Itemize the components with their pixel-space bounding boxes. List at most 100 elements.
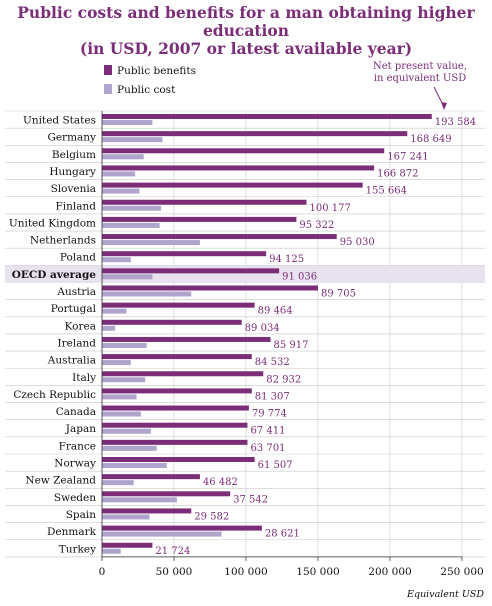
net-value-label-spain: 29 582 [194, 511, 229, 522]
category-label-austria: Austria [56, 286, 96, 298]
net-value-label-korea: 89 034 [245, 323, 280, 334]
bar-public-benefits-norway [102, 457, 255, 462]
annotation-line-2: in equivalent USD [374, 73, 466, 84]
bar-public-benefits-australia [102, 354, 252, 360]
bar-public-benefits-sweden [102, 491, 231, 497]
bar-public-cost-denmark [102, 531, 222, 537]
bar-public-cost-slovenia [102, 188, 140, 194]
bar-public-benefits-poland [102, 251, 267, 257]
category-label-denmark: Denmark [47, 526, 97, 538]
legend: Public benefits Public cost [104, 65, 196, 96]
chart-title-line-1: Public costs and benefits for a man obta… [17, 3, 475, 40]
x-tick-label: 50 000 [156, 566, 193, 578]
bar-public-cost-turkey [102, 548, 121, 554]
legend-swatch-public-benefits [104, 65, 112, 75]
legend-label-public-benefits: Public benefits [117, 65, 196, 77]
bar-public-cost-oecd-average [102, 274, 153, 280]
bar-public-cost-portugal [102, 308, 127, 314]
bar-public-benefits-hungary [102, 165, 375, 171]
category-label-new-zealand: New Zealand [25, 475, 96, 487]
bar-public-cost-poland [102, 257, 131, 263]
category-label-united-kingdom: United Kingdom [9, 217, 96, 229]
category-label-canada: Canada [56, 406, 96, 418]
category-label-finland: Finland [55, 200, 96, 212]
net-value-label-denmark: 28 621 [265, 529, 300, 540]
bar-public-benefits-france [102, 439, 248, 445]
category-label-united-states: United States [23, 115, 96, 127]
bar-public-benefits-czech-republic [102, 388, 252, 394]
net-value-label-germany: 168 649 [410, 134, 451, 145]
category-label-norway: Norway [54, 458, 96, 470]
net-value-label-united-states: 193 584 [435, 117, 476, 128]
category-label-hungary: Hungary [49, 166, 96, 178]
bars [102, 114, 432, 554]
bar-public-benefits-spain [102, 508, 192, 514]
chart-title-line-2: (in USD, 2007 or latest available year) [79, 39, 413, 58]
labels: United States 193 584 Germany 168 649 Belgiu… [9, 115, 476, 557]
bar-public-cost-united-states [102, 120, 153, 125]
bar-public-cost-sweden [102, 497, 177, 503]
bar-public-cost-germany [102, 137, 163, 143]
bar-public-benefits-netherlands [102, 234, 337, 240]
net-value-label-japan: 67 411 [250, 426, 285, 437]
category-label-netherlands: Netherlands [30, 235, 96, 247]
bar-public-cost-ireland [102, 342, 147, 348]
legend-label-public-cost: Public cost [117, 84, 176, 96]
bar-public-benefits-oecd-average [102, 268, 280, 274]
bar-public-benefits-japan [102, 422, 248, 428]
category-label-portugal: Portugal [51, 303, 97, 315]
bar-public-benefits-new-zealand [102, 474, 200, 480]
category-label-australia: Australia [47, 355, 96, 367]
bar-public-cost-new-zealand [102, 480, 134, 486]
bar-public-benefits-germany [102, 131, 408, 137]
x-tick-label: 100 000 [224, 566, 267, 578]
net-value-label-australia: 84 532 [255, 357, 290, 368]
bar-public-cost-hungary [102, 171, 136, 177]
net-value-label-united-kingdom: 95 322 [299, 220, 334, 231]
category-label-france: France [59, 440, 96, 452]
category-label-japan: Japan [65, 423, 96, 435]
category-label-spain: Spain [66, 509, 97, 521]
bar-public-benefits-austria [102, 285, 318, 291]
x-axis: 0 50 000 100 000 150 000 200 000 250 000 [99, 111, 484, 578]
net-value-label-turkey: 21 724 [155, 546, 190, 557]
net-value-label-new-zealand: 46 482 [203, 477, 238, 488]
bar-public-benefits-united-kingdom [102, 216, 297, 222]
net-value-label-france: 63 701 [250, 443, 285, 454]
category-label-oecd-average: OECD average [12, 269, 97, 281]
bar-public-benefits-italy [102, 371, 264, 377]
grid-lines [5, 110, 485, 558]
bar-public-benefits-portugal [102, 302, 255, 308]
bar-public-benefits-ireland [102, 336, 271, 342]
net-value-label-finland: 100 177 [309, 203, 350, 214]
bar-public-benefits-slovenia [102, 182, 363, 188]
net-value-label-czech-republic: 81 307 [255, 391, 290, 402]
bar-public-benefits-canada [102, 405, 249, 411]
bar-public-cost-france [102, 445, 157, 451]
bar-public-benefits-korea [102, 319, 242, 325]
category-label-sweden: Sweden [54, 492, 96, 504]
bar-public-cost-czech-republic [102, 394, 137, 400]
x-tick-label: 200 000 [368, 566, 411, 578]
bar-public-cost-italy [102, 377, 146, 383]
bar-public-benefits-denmark [102, 525, 262, 531]
category-label-belgium: Belgium [52, 149, 96, 161]
x-axis-label: Equivalent USD [406, 589, 484, 600]
bar-public-cost-norway [102, 463, 167, 468]
bar-public-cost-finland [102, 205, 162, 211]
bar-public-cost-australia [102, 360, 131, 366]
net-value-label-norway: 61 507 [258, 460, 293, 471]
net-value-label-poland: 94 125 [269, 254, 304, 265]
category-label-poland: Poland [60, 252, 96, 264]
net-value-label-portugal: 89 464 [258, 306, 293, 317]
category-label-italy: Italy [72, 372, 96, 384]
net-value-label-ireland: 85 917 [273, 340, 308, 351]
bar-public-cost-spain [102, 514, 150, 520]
net-value-label-sweden: 37 542 [233, 494, 268, 505]
category-label-slovenia: Slovenia [51, 183, 96, 195]
category-label-czech-republic: Czech Republic [13, 389, 96, 401]
net-value-label-canada: 79 774 [252, 409, 287, 420]
annotation-arrow-head [441, 102, 447, 110]
x-tick-label: 250 000 [440, 566, 483, 578]
